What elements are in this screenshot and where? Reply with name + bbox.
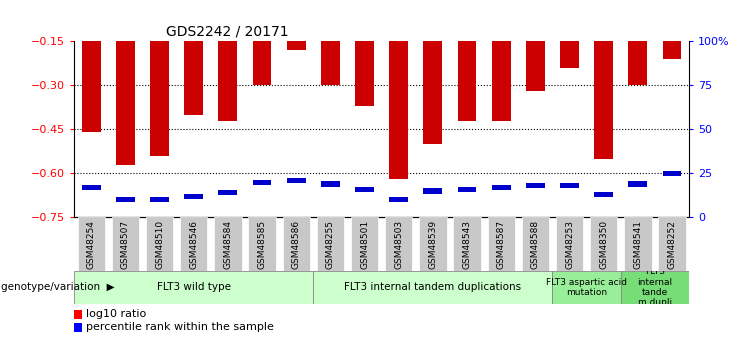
Bar — [180, 217, 207, 271]
Text: GSM48587: GSM48587 — [496, 220, 505, 269]
Bar — [321, 41, 340, 85]
Bar — [560, 183, 579, 188]
Bar — [82, 185, 101, 190]
Bar — [74, 323, 82, 332]
Text: log10 ratio: log10 ratio — [86, 309, 146, 319]
Bar — [560, 41, 579, 68]
Text: GSM48510: GSM48510 — [155, 220, 164, 269]
Bar — [526, 41, 545, 91]
Bar — [116, 197, 135, 203]
Bar — [658, 217, 685, 271]
Text: GSM48539: GSM48539 — [428, 220, 437, 269]
Bar — [74, 271, 313, 304]
Bar — [116, 41, 135, 165]
Bar — [453, 217, 481, 271]
Bar — [112, 217, 139, 271]
Bar — [351, 217, 378, 271]
Bar — [355, 187, 374, 192]
Bar — [492, 185, 511, 190]
Bar — [385, 217, 412, 271]
Bar — [419, 217, 447, 271]
Bar — [492, 41, 511, 121]
Bar — [282, 217, 310, 271]
Bar — [219, 41, 237, 121]
Bar — [594, 192, 613, 197]
Bar — [423, 188, 442, 194]
Bar — [458, 187, 476, 192]
Bar — [488, 217, 515, 271]
Text: GSM48584: GSM48584 — [223, 220, 233, 269]
Text: genotype/variation  ▶: genotype/variation ▶ — [1, 282, 114, 292]
Bar — [458, 41, 476, 121]
Bar — [287, 41, 305, 50]
Bar — [316, 217, 344, 271]
Text: GSM48585: GSM48585 — [258, 220, 267, 269]
Bar — [74, 310, 82, 319]
Bar — [628, 41, 648, 85]
Bar — [248, 217, 276, 271]
Bar — [219, 190, 237, 195]
Bar — [321, 181, 340, 187]
Bar — [624, 217, 651, 271]
Bar — [78, 217, 105, 271]
Text: GSM48546: GSM48546 — [189, 220, 198, 269]
Bar — [389, 41, 408, 179]
Text: FLT3 internal tandem duplications: FLT3 internal tandem duplications — [345, 282, 522, 292]
Text: GSM48255: GSM48255 — [326, 220, 335, 269]
Text: GSM48350: GSM48350 — [599, 220, 608, 269]
Text: GSM48541: GSM48541 — [634, 220, 642, 269]
Text: FLT3
internal
tande
m dupli: FLT3 internal tande m dupli — [637, 267, 673, 307]
Text: GSM48254: GSM48254 — [87, 220, 96, 269]
Bar — [621, 271, 689, 304]
Text: percentile rank within the sample: percentile rank within the sample — [86, 322, 273, 332]
Bar — [253, 179, 271, 185]
Text: GDS2242 / 20171: GDS2242 / 20171 — [166, 25, 289, 39]
Bar — [662, 171, 682, 176]
Text: GSM48586: GSM48586 — [292, 220, 301, 269]
Bar — [150, 197, 169, 203]
Bar — [185, 194, 203, 199]
Bar — [423, 41, 442, 144]
Text: GSM48253: GSM48253 — [565, 220, 574, 269]
Text: GSM48252: GSM48252 — [668, 220, 677, 269]
Bar — [628, 181, 648, 187]
Bar — [253, 41, 271, 85]
Bar — [553, 271, 621, 304]
Bar — [389, 197, 408, 203]
Bar — [185, 41, 203, 115]
Text: GSM48588: GSM48588 — [531, 220, 540, 269]
Bar — [662, 41, 682, 59]
Text: GSM48503: GSM48503 — [394, 220, 403, 269]
Bar — [82, 41, 101, 132]
Bar — [355, 41, 374, 106]
Text: GSM48507: GSM48507 — [121, 220, 130, 269]
Bar — [146, 217, 173, 271]
Bar — [287, 178, 305, 183]
Text: GSM48501: GSM48501 — [360, 220, 369, 269]
Bar — [313, 271, 553, 304]
Text: FLT3 wild type: FLT3 wild type — [156, 282, 230, 292]
Bar — [150, 41, 169, 156]
Bar — [556, 217, 583, 271]
Bar — [526, 183, 545, 188]
Text: GSM48543: GSM48543 — [462, 220, 471, 269]
Bar — [594, 41, 613, 159]
Text: FLT3 aspartic acid
mutation: FLT3 aspartic acid mutation — [546, 277, 627, 297]
Bar — [214, 217, 242, 271]
Bar — [522, 217, 549, 271]
Bar — [590, 217, 617, 271]
